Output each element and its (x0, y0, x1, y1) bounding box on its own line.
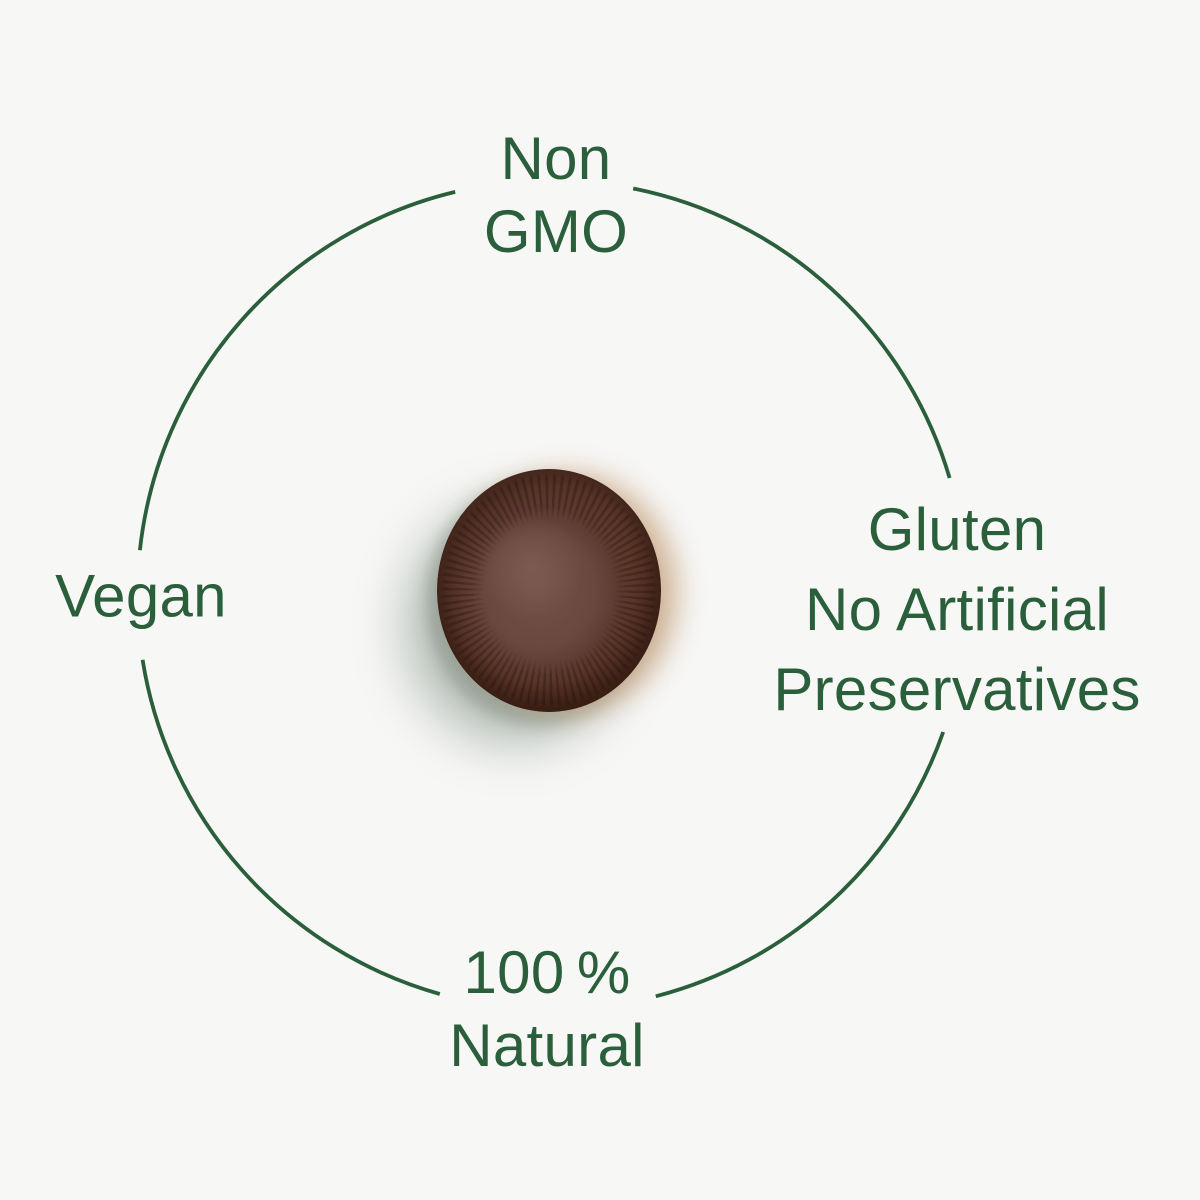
label-line: 100 % (463, 939, 631, 1006)
label-line: Vegan (55, 562, 227, 630)
label-line: Gluten (867, 496, 1047, 563)
circle-arc-bottom-left (140, 659, 441, 996)
chocolate-gummy-photo (437, 469, 661, 712)
circle-arc-top-left (138, 190, 456, 551)
circle-arc-top-right (632, 186, 952, 479)
label-100-percent-natural: 100 % Natural (449, 936, 645, 1082)
label-gluten-no-artificial-preservatives: Gluten No Artificial Preservatives (773, 490, 1140, 730)
label-line: Preservatives (773, 656, 1141, 723)
circle-arc-bottom-right (655, 731, 945, 999)
label-line: No Artificial (804, 576, 1109, 643)
label-line: Non (500, 125, 612, 192)
label-non-gmo: Non GMO (484, 122, 628, 268)
label-line: Natural (449, 1012, 645, 1079)
label-vegan: Vegan (55, 560, 227, 633)
label-line: GMO (483, 198, 629, 265)
